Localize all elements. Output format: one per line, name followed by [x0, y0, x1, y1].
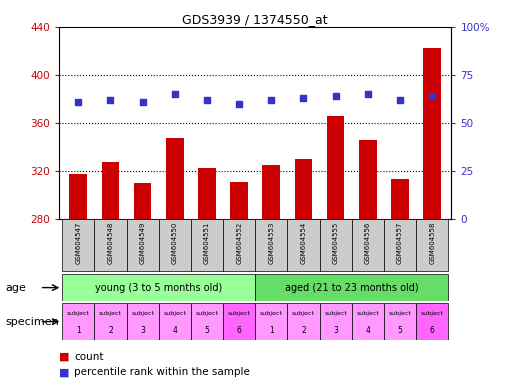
Bar — [62, 219, 94, 271]
Text: subject: subject — [388, 311, 411, 316]
Text: GSM604548: GSM604548 — [107, 222, 113, 264]
Bar — [134, 183, 151, 219]
Bar — [416, 219, 448, 271]
Bar — [230, 182, 248, 219]
Bar — [102, 162, 120, 219]
Bar — [384, 303, 416, 340]
Bar — [320, 219, 352, 271]
Bar — [166, 139, 184, 219]
Bar — [294, 159, 312, 219]
Text: subject: subject — [131, 311, 154, 316]
Text: 2: 2 — [301, 326, 306, 335]
Text: GSM604553: GSM604553 — [268, 222, 274, 264]
Text: GSM604558: GSM604558 — [429, 222, 435, 264]
Bar — [255, 219, 287, 271]
Bar — [94, 219, 127, 271]
Text: GSM604552: GSM604552 — [236, 222, 242, 264]
Point — [171, 91, 179, 97]
Text: GSM604554: GSM604554 — [301, 222, 306, 264]
Text: 2: 2 — [108, 326, 113, 335]
Bar — [62, 274, 255, 301]
Bar — [198, 169, 216, 219]
Point — [364, 91, 372, 97]
Bar — [94, 303, 127, 340]
Bar — [391, 179, 409, 219]
Text: GSM604555: GSM604555 — [332, 222, 339, 264]
Text: ■: ■ — [59, 367, 69, 377]
Point — [331, 93, 340, 99]
Text: 4: 4 — [365, 326, 370, 335]
Bar — [191, 303, 223, 340]
Text: subject: subject — [357, 311, 379, 316]
Point — [300, 95, 308, 101]
Bar — [327, 116, 345, 219]
Text: GSM604551: GSM604551 — [204, 222, 210, 264]
Text: 3: 3 — [333, 326, 338, 335]
Bar — [352, 303, 384, 340]
Point — [139, 99, 147, 105]
Bar — [62, 303, 94, 340]
Text: ■: ■ — [59, 352, 69, 362]
Text: subject: subject — [260, 311, 283, 316]
Text: 3: 3 — [140, 326, 145, 335]
Point — [74, 99, 83, 105]
Bar — [352, 219, 384, 271]
Bar — [320, 303, 352, 340]
Point — [235, 101, 243, 107]
Text: 4: 4 — [172, 326, 177, 335]
Bar — [359, 140, 377, 219]
Bar — [159, 303, 191, 340]
Text: 6: 6 — [430, 326, 435, 335]
Bar — [255, 274, 448, 301]
Bar — [69, 174, 87, 219]
Text: subject: subject — [228, 311, 250, 316]
Text: subject: subject — [324, 311, 347, 316]
Text: subject: subject — [421, 311, 444, 316]
Bar — [127, 303, 159, 340]
Bar — [423, 48, 441, 219]
Point — [203, 97, 211, 103]
Text: subject: subject — [195, 311, 219, 316]
Bar — [263, 165, 280, 219]
Text: aged (21 to 23 months old): aged (21 to 23 months old) — [285, 283, 419, 293]
Bar — [191, 219, 223, 271]
Point — [267, 97, 275, 103]
Text: 6: 6 — [236, 326, 242, 335]
Bar — [223, 303, 255, 340]
Text: specimen: specimen — [5, 316, 59, 327]
Text: subject: subject — [163, 311, 186, 316]
Text: age: age — [5, 283, 26, 293]
Point — [428, 93, 436, 99]
Text: 1: 1 — [76, 326, 81, 335]
Bar — [223, 219, 255, 271]
Point — [106, 97, 114, 103]
Text: percentile rank within the sample: percentile rank within the sample — [74, 367, 250, 377]
Text: count: count — [74, 352, 104, 362]
Text: subject: subject — [292, 311, 315, 316]
Title: GDS3939 / 1374550_at: GDS3939 / 1374550_at — [183, 13, 328, 26]
Text: 5: 5 — [205, 326, 209, 335]
Text: GSM604557: GSM604557 — [397, 222, 403, 264]
Text: GSM604547: GSM604547 — [75, 222, 81, 264]
Text: subject: subject — [67, 311, 90, 316]
Bar — [287, 219, 320, 271]
Bar — [127, 219, 159, 271]
Text: GSM604549: GSM604549 — [140, 222, 146, 264]
Text: 1: 1 — [269, 326, 273, 335]
Text: subject: subject — [99, 311, 122, 316]
Bar — [287, 303, 320, 340]
Point — [396, 97, 404, 103]
Text: 5: 5 — [398, 326, 402, 335]
Text: young (3 to 5 months old): young (3 to 5 months old) — [95, 283, 222, 293]
Bar — [159, 219, 191, 271]
Text: GSM604550: GSM604550 — [172, 222, 178, 264]
Bar — [384, 219, 416, 271]
Bar — [255, 303, 287, 340]
Bar — [416, 303, 448, 340]
Text: GSM604556: GSM604556 — [365, 222, 371, 264]
